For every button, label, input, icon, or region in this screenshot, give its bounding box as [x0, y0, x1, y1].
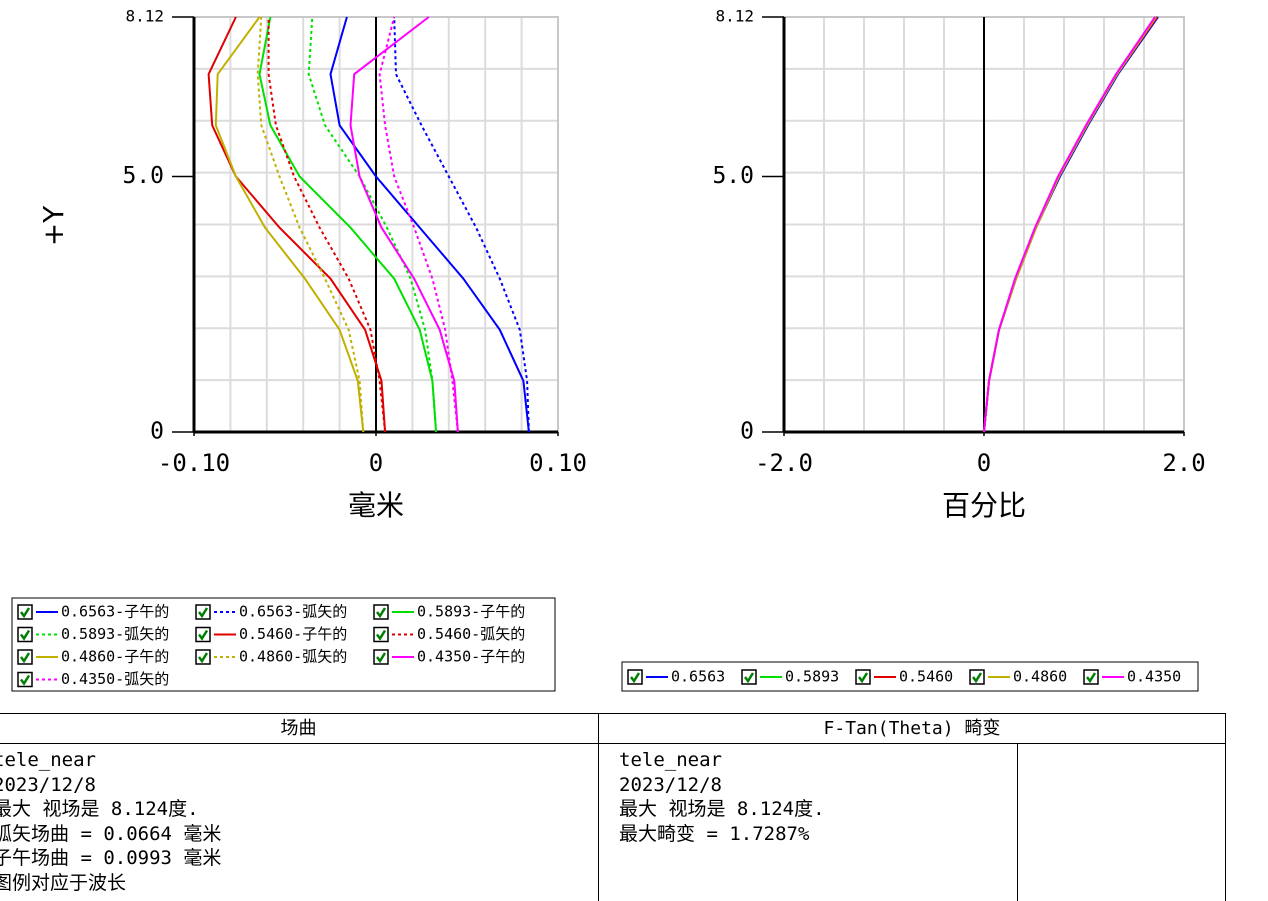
legend-label: 0.6563-子午的: [61, 603, 169, 621]
legend-label: 0.6563-弧矢的: [239, 603, 347, 621]
panel-line: 图例对应于波长: [0, 871, 127, 894]
legend-check: [198, 607, 209, 619]
legend-label: 0.5460: [899, 668, 953, 686]
legend-label: 0.4860: [1013, 668, 1067, 686]
legend-check: [20, 607, 31, 619]
legend-check: [744, 672, 755, 684]
y-tick-label: 8.12: [715, 7, 754, 26]
x-tick-label: 0.10: [529, 449, 587, 477]
legend-checkbox: [855, 669, 871, 685]
series-line: [378, 16, 459, 433]
x-tick-label: 0: [977, 449, 991, 477]
legend-checkbox: [17, 671, 33, 688]
legend-checkbox: [17, 649, 33, 665]
panel-line: 最大 视场是 8.124度.: [0, 798, 199, 820]
panel-title: 场曲: [0, 714, 598, 744]
legend-label: 0.4350-子午的: [417, 648, 525, 666]
legend-checkbox: [1083, 669, 1099, 685]
panel-line: 2023/12/8: [0, 773, 96, 796]
legend-check: [376, 652, 387, 664]
legend-check: [858, 672, 869, 684]
legend-checkbox: [969, 669, 985, 685]
panel-line: tele_near: [0, 749, 96, 771]
series-line: [256, 16, 365, 433]
legend-check: [376, 607, 387, 619]
series-line: [393, 16, 530, 433]
legend-checkbox: [627, 669, 643, 685]
panel-distortion: F-Tan(Theta) 畸变 tele_near 2023/12/8 最大 视场是…: [598, 713, 1226, 901]
legend-label: 0.6563: [671, 668, 725, 686]
series-line: [267, 17, 387, 433]
x-tick-label: -0.10: [158, 449, 230, 477]
legend-check: [20, 629, 31, 641]
legend-check: [630, 672, 641, 684]
legend-check: [1086, 672, 1097, 684]
legend-label: 0.5893-子午的: [417, 603, 525, 621]
legend-checkbox: [195, 626, 211, 643]
y-axis-label: +Y: [37, 205, 70, 246]
series-line: [983, 16, 1156, 433]
panel-line: 2023/12/8: [619, 773, 722, 796]
panel-line: 最大 视场是 8.124度.: [619, 798, 825, 820]
legend-label: 0.4350-弧矢的: [61, 670, 169, 688]
series-line: [307, 16, 438, 433]
panel-body: tele_near 2023/12/8 最大 视场是 8.124度. 最大畸变 = 1…: [619, 744, 1017, 846]
y-tick-label: 0: [150, 419, 164, 445]
divider: [1017, 743, 1018, 901]
panel-line: 弧矢场曲 = 0.0664 毫米: [0, 822, 222, 845]
series-line: [214, 16, 365, 433]
y-tick-label: 5.0: [122, 163, 164, 189]
panel-line: 子午场曲 = 0.0993 毫米: [0, 847, 222, 869]
legend-label: 0.5893: [785, 668, 839, 686]
legend-checkbox: [373, 649, 389, 665]
legend-label: 0.5460-弧矢的: [417, 625, 525, 643]
legend-box: [621, 661, 1199, 692]
x-tick-label: -2.0: [755, 449, 813, 477]
legend-checkbox: [195, 649, 211, 665]
y-tick-label: 8.12: [125, 7, 164, 26]
x-axis-label: 毫米: [348, 489, 404, 522]
legend-check: [198, 652, 209, 664]
legend-label: 0.5893-弧矢的: [61, 625, 169, 643]
legend-label: 0.5460-子午的: [239, 625, 347, 643]
legend-label: 0.4860-子午的: [61, 648, 169, 666]
y-tick-label: 5.0: [712, 163, 754, 189]
series-line: [258, 16, 438, 433]
legend-checkbox: [373, 626, 389, 643]
legend-checkbox: [17, 604, 33, 620]
legend-checkbox: [17, 626, 33, 643]
legend-check: [20, 652, 31, 664]
panel-field-curvature: 场曲 tele_near 2023/12/8 最大 视场是 8.124度. 弧矢场曲 …: [0, 713, 599, 901]
legend-checkbox: [373, 604, 389, 620]
legend-check: [198, 629, 209, 641]
x-axis-label: 百分比: [942, 489, 1026, 522]
panel-line: tele_near: [619, 749, 722, 771]
panel-line: 最大畸变 = 1.7287%: [619, 822, 810, 845]
x-tick-label: 0: [369, 449, 383, 477]
legend-check: [20, 674, 31, 686]
y-tick-label: 0: [740, 419, 754, 445]
legend-checkbox: [195, 604, 211, 620]
panel-body: tele_near 2023/12/8 最大 视场是 8.124度. 弧矢场曲 = 0…: [0, 744, 598, 895]
legend-checkbox: [741, 669, 757, 685]
legend-label: 0.4350: [1127, 668, 1181, 686]
legend-label: 0.4860-弧矢的: [239, 648, 347, 666]
legend-check: [972, 672, 983, 684]
legend-box: [11, 597, 556, 692]
panel-title: F-Tan(Theta) 畸变: [599, 714, 1225, 744]
series-line: [329, 16, 530, 433]
x-tick-label: 2.0: [1162, 449, 1205, 477]
legend-check: [376, 629, 387, 641]
